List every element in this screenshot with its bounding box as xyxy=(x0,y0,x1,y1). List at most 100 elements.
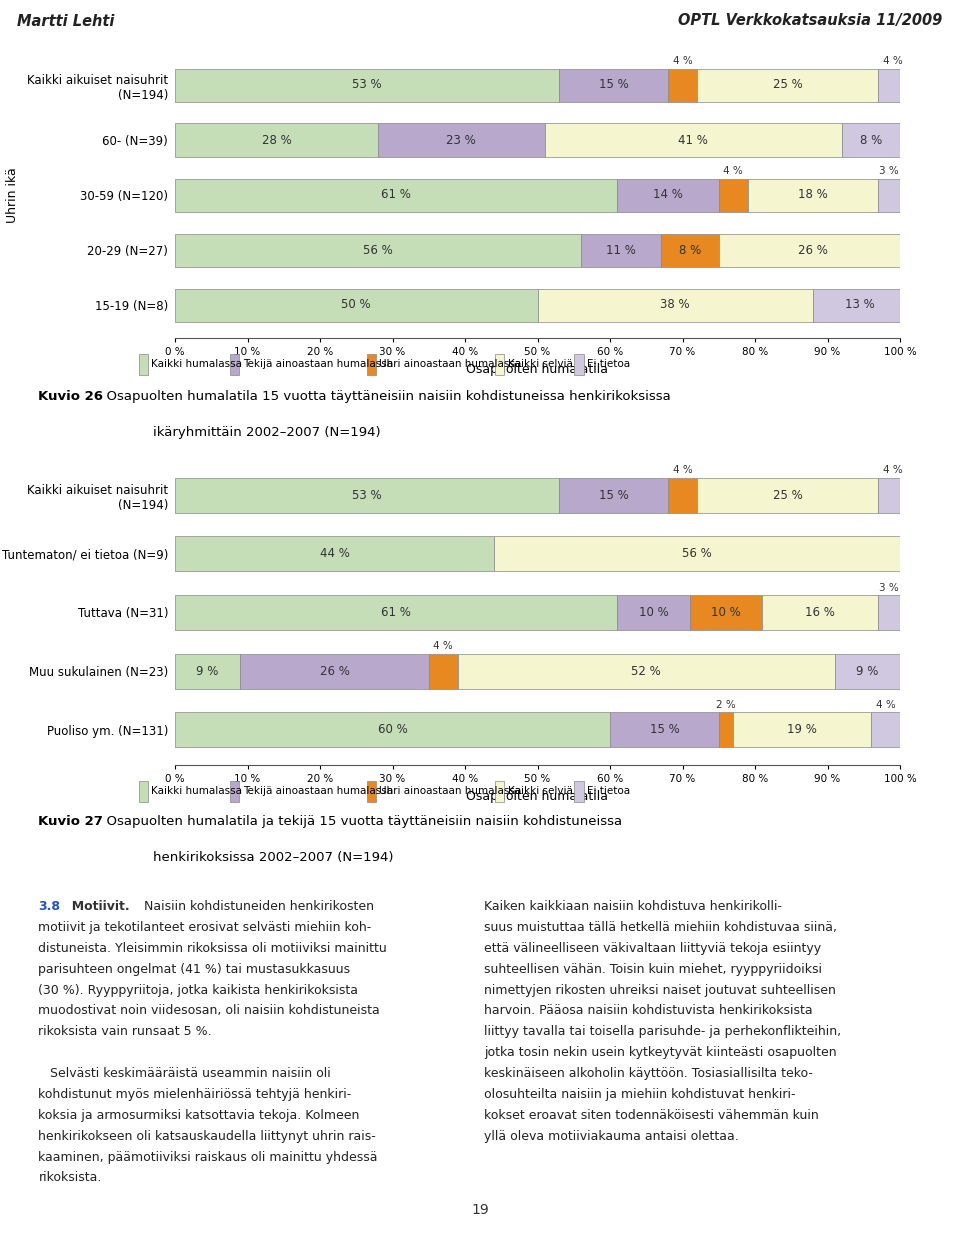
Text: Ei tietoa: Ei tietoa xyxy=(588,359,630,369)
Bar xyxy=(240,653,429,689)
Text: 10 %: 10 % xyxy=(638,606,668,620)
Bar xyxy=(689,595,762,631)
Text: 15 %: 15 % xyxy=(599,78,629,92)
Text: 25 %: 25 % xyxy=(773,78,803,92)
Text: ikäryhmittäin 2002–2007 (N=194): ikäryhmittäin 2002–2007 (N=194) xyxy=(154,426,381,439)
Text: 60 %: 60 % xyxy=(377,724,407,736)
Text: 26 %: 26 % xyxy=(320,664,349,678)
Text: 11 %: 11 % xyxy=(606,244,636,256)
Text: 44 %: 44 % xyxy=(320,548,349,560)
Bar xyxy=(581,233,660,266)
Text: rikoksista vain runsaat 5 %.: rikoksista vain runsaat 5 %. xyxy=(38,1026,212,1038)
Text: 53 %: 53 % xyxy=(352,78,382,92)
Text: (30 %). Ryyppyriitoja, jotka kaikista henkirikoksista: (30 %). Ryyppyriitoja, jotka kaikista he… xyxy=(38,984,358,996)
Text: 4 %: 4 % xyxy=(724,166,743,176)
Bar xyxy=(719,712,733,747)
Text: rikoksista.: rikoksista. xyxy=(38,1171,102,1184)
Bar xyxy=(367,354,376,374)
Text: kokset eroavat siten todennäköisesti vähemmän kuin: kokset eroavat siten todennäköisesti väh… xyxy=(485,1109,819,1121)
Bar xyxy=(871,712,900,747)
Text: henkirikoksissa 2002–2007 (N=194): henkirikoksissa 2002–2007 (N=194) xyxy=(154,851,394,864)
Bar xyxy=(175,233,581,266)
Text: Kuvio 27: Kuvio 27 xyxy=(38,815,104,828)
Bar xyxy=(367,781,376,802)
Text: suus muistuttaa tällä hetkellä miehiin kohdistuvaa siinä,: suus muistuttaa tällä hetkellä miehiin k… xyxy=(485,921,837,934)
Bar xyxy=(458,653,835,689)
X-axis label: Osapuolten humalatila: Osapuolten humalatila xyxy=(467,789,609,803)
Bar xyxy=(175,289,538,321)
Text: 15 %: 15 % xyxy=(650,724,680,736)
Text: 28 %: 28 % xyxy=(262,134,292,146)
Text: 56 %: 56 % xyxy=(683,548,712,560)
Bar xyxy=(494,536,900,571)
Bar xyxy=(719,233,907,266)
Bar xyxy=(230,354,239,374)
Text: yllä oleva motiiviakauma antaisi olettaa.: yllä oleva motiiviakauma antaisi olettaa… xyxy=(485,1130,739,1142)
Bar xyxy=(378,124,544,156)
Bar xyxy=(574,781,584,802)
Text: Kaikki selviä: Kaikki selviä xyxy=(508,359,573,369)
Text: Osapuolten humalatila ja tekijä 15 vuotta täyttäneisiin naisiin kohdistuneissa: Osapuolten humalatila ja tekijä 15 vuott… xyxy=(99,815,623,828)
Text: 14 %: 14 % xyxy=(653,188,683,202)
Bar xyxy=(878,178,900,212)
Text: OPTL Verkkokatsauksia 11/2009: OPTL Verkkokatsauksia 11/2009 xyxy=(679,14,943,28)
Bar xyxy=(175,178,617,212)
Bar xyxy=(574,354,584,374)
Text: Kaikki humalassa: Kaikki humalassa xyxy=(152,359,242,369)
Bar xyxy=(544,124,842,156)
Text: 9 %: 9 % xyxy=(197,664,219,678)
Text: parisuhteen ongelmat (41 %) tai mustasukkasuus: parisuhteen ongelmat (41 %) tai mustasuk… xyxy=(38,963,350,975)
Bar xyxy=(538,289,813,321)
Text: 19: 19 xyxy=(471,1203,489,1217)
Bar xyxy=(175,124,378,156)
Text: 8 %: 8 % xyxy=(860,134,882,146)
Bar xyxy=(835,653,900,689)
Text: liittyy tavalla tai toisella parisuhde- ja perhekonflikteihin,: liittyy tavalla tai toisella parisuhde- … xyxy=(485,1026,842,1038)
Bar xyxy=(610,712,719,747)
Bar xyxy=(878,595,900,631)
Text: 56 %: 56 % xyxy=(363,244,393,256)
Text: 4 %: 4 % xyxy=(433,642,453,652)
Text: Ei tietoa: Ei tietoa xyxy=(588,786,630,795)
Bar xyxy=(813,289,907,321)
Bar xyxy=(495,354,504,374)
Text: 10 %: 10 % xyxy=(711,606,741,620)
Text: Kaikki humalassa: Kaikki humalassa xyxy=(152,786,242,795)
Text: Kaikki selviä: Kaikki selviä xyxy=(508,786,573,795)
Text: muodostivat noin viidesosan, oli naisiin kohdistuneista: muodostivat noin viidesosan, oli naisiin… xyxy=(38,1005,380,1017)
Text: harvoin. Pääosa naisiin kohdistuvista henkirikoksista: harvoin. Pääosa naisiin kohdistuvista he… xyxy=(485,1005,813,1017)
Text: 4 %: 4 % xyxy=(876,700,896,710)
Text: koksia ja armosurmiksi katsottavia tekoja. Kolmeen: koksia ja armosurmiksi katsottavia tekoj… xyxy=(38,1109,360,1121)
Bar xyxy=(175,536,494,571)
Text: 15 %: 15 % xyxy=(599,488,629,502)
Text: 4 %: 4 % xyxy=(883,466,902,476)
Text: 9 %: 9 % xyxy=(856,664,878,678)
Bar xyxy=(138,781,148,802)
Text: Martti Lehti: Martti Lehti xyxy=(17,14,114,28)
Bar xyxy=(668,68,697,102)
Bar xyxy=(617,178,719,212)
Text: Selvästi keskimääräistä useammin naisiin oli: Selvästi keskimääräistä useammin naisiin… xyxy=(38,1067,331,1080)
Text: kohdistunut myös mielenhäiriössä tehtyjä henkiri-: kohdistunut myös mielenhäiriössä tehtyjä… xyxy=(38,1088,351,1101)
Text: Motiivit.: Motiivit. xyxy=(63,900,130,913)
Text: että välineelliseen väkivaltaan liittyviä tekoja esiintyy: että välineelliseen väkivaltaan liittyvi… xyxy=(485,942,822,955)
Text: 4 %: 4 % xyxy=(673,56,692,67)
Bar xyxy=(878,68,907,102)
Bar xyxy=(138,354,148,374)
Text: 4 %: 4 % xyxy=(883,56,902,67)
Text: 23 %: 23 % xyxy=(446,134,476,146)
Bar xyxy=(560,477,668,513)
Text: henkirikokseen oli katsauskaudella liittynyt uhrin rais-: henkirikokseen oli katsauskaudella liitt… xyxy=(38,1130,376,1142)
X-axis label: Osapuolten humalatila: Osapuolten humalatila xyxy=(467,363,609,375)
Bar xyxy=(175,477,560,513)
Text: 52 %: 52 % xyxy=(632,664,661,678)
Text: 2 %: 2 % xyxy=(716,700,736,710)
Text: 38 %: 38 % xyxy=(660,299,690,311)
Text: 41 %: 41 % xyxy=(679,134,708,146)
Text: Uhri ainoastaan humalassa: Uhri ainoastaan humalassa xyxy=(379,359,521,369)
Text: Kaiken kaikkiaan naisiin kohdistuva henkirikolli-: Kaiken kaikkiaan naisiin kohdistuva henk… xyxy=(485,900,782,913)
Bar xyxy=(748,178,878,212)
Text: 8 %: 8 % xyxy=(679,244,701,256)
Text: jotka tosin nekin usein kytkeytyvät kiinteästi osapuolten: jotka tosin nekin usein kytkeytyvät kiin… xyxy=(485,1046,837,1059)
Bar xyxy=(660,233,719,266)
